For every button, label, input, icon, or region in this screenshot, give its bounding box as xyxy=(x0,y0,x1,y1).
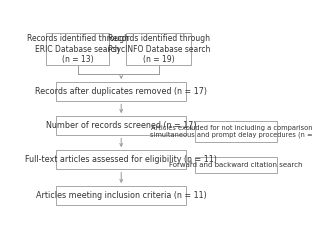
FancyBboxPatch shape xyxy=(56,82,187,101)
Text: Number of records screened (n = 17): Number of records screened (n = 17) xyxy=(46,121,197,130)
FancyBboxPatch shape xyxy=(56,116,187,136)
Text: Records identified through
ERIC Database search
(n = 13): Records identified through ERIC Database… xyxy=(27,34,129,64)
FancyBboxPatch shape xyxy=(46,33,109,65)
FancyBboxPatch shape xyxy=(56,150,187,169)
FancyBboxPatch shape xyxy=(195,157,277,173)
FancyBboxPatch shape xyxy=(126,33,191,65)
Text: Records after duplicates removed (n = 17): Records after duplicates removed (n = 17… xyxy=(35,87,207,96)
FancyBboxPatch shape xyxy=(56,186,187,205)
Text: Articles meeting inclusion criteria (n = 11): Articles meeting inclusion criteria (n =… xyxy=(36,191,207,200)
Text: Records identified through
PsycINFO Database search
(n = 19): Records identified through PsycINFO Data… xyxy=(108,34,210,64)
FancyBboxPatch shape xyxy=(195,121,277,142)
Text: Full-text articles assessed for eligibility (n = 11): Full-text articles assessed for eligibil… xyxy=(25,155,217,164)
Text: Articles excluded for not including a comparison of
simultaneous and prompt dela: Articles excluded for not including a co… xyxy=(150,125,312,138)
Text: Forward and backward citation search: Forward and backward citation search xyxy=(169,162,303,168)
